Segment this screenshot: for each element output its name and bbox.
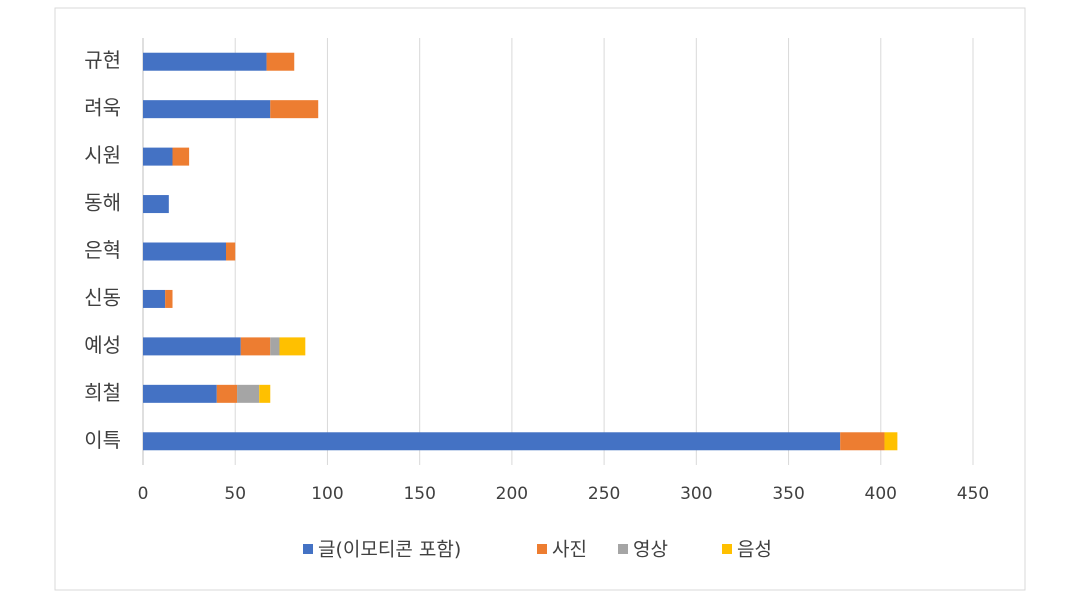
x-tick-label: 50 bbox=[224, 484, 246, 504]
legend-swatch bbox=[618, 544, 628, 554]
x-tick-label: 450 bbox=[957, 484, 989, 504]
y-tick-label: 시원 bbox=[84, 143, 121, 167]
y-tick-label: 이특 bbox=[84, 428, 121, 452]
bar-segment bbox=[266, 52, 295, 71]
bar-segment bbox=[143, 384, 217, 403]
bar-segment bbox=[237, 384, 260, 403]
bar-segment bbox=[143, 100, 271, 119]
legend-swatch bbox=[303, 544, 313, 554]
bar-segment bbox=[143, 432, 841, 451]
bar-segment bbox=[172, 147, 190, 166]
y-tick-label: 은혁 bbox=[84, 238, 121, 262]
bar-segment bbox=[143, 195, 169, 214]
x-tick-label: 300 bbox=[680, 484, 712, 504]
x-tick-label: 100 bbox=[311, 484, 343, 504]
legend-swatch bbox=[722, 544, 732, 554]
bar-segment bbox=[143, 52, 267, 71]
bar-segment bbox=[840, 432, 885, 451]
bar-segment bbox=[226, 242, 236, 261]
legend-label: 영상 bbox=[633, 539, 668, 561]
y-tick-label: 희철 bbox=[84, 380, 121, 404]
bar-segment bbox=[259, 384, 271, 403]
x-tick-label: 200 bbox=[496, 484, 528, 504]
x-tick-label: 250 bbox=[588, 484, 620, 504]
y-tick-label: 려욱 bbox=[84, 96, 121, 120]
y-tick-label: 동해 bbox=[84, 191, 121, 215]
bar-segment bbox=[143, 147, 173, 166]
x-tick-label: 400 bbox=[865, 484, 897, 504]
legend-swatch bbox=[537, 544, 547, 554]
legend-label: 사진 bbox=[552, 539, 587, 561]
y-tick-label: 신동 bbox=[84, 285, 121, 309]
bar-segment bbox=[884, 432, 898, 451]
bar-segment bbox=[240, 337, 271, 356]
x-tick-label: 0 bbox=[138, 484, 149, 504]
legend-label: 글(이모티콘 포함) bbox=[318, 539, 461, 561]
x-tick-label: 150 bbox=[403, 484, 435, 504]
y-tick-label: 규현 bbox=[84, 48, 121, 72]
bar-segment bbox=[143, 289, 166, 308]
y-tick-label: 예성 bbox=[84, 333, 121, 357]
bar-segment bbox=[216, 384, 238, 403]
bar-segment bbox=[270, 337, 280, 356]
x-tick-label: 350 bbox=[772, 484, 804, 504]
bar-segment bbox=[143, 242, 226, 261]
legend-label: 음성 bbox=[737, 539, 772, 561]
bar-segment bbox=[143, 337, 241, 356]
bar-segment bbox=[279, 337, 306, 356]
bar-segment bbox=[165, 289, 173, 308]
bar-segment bbox=[270, 100, 319, 119]
